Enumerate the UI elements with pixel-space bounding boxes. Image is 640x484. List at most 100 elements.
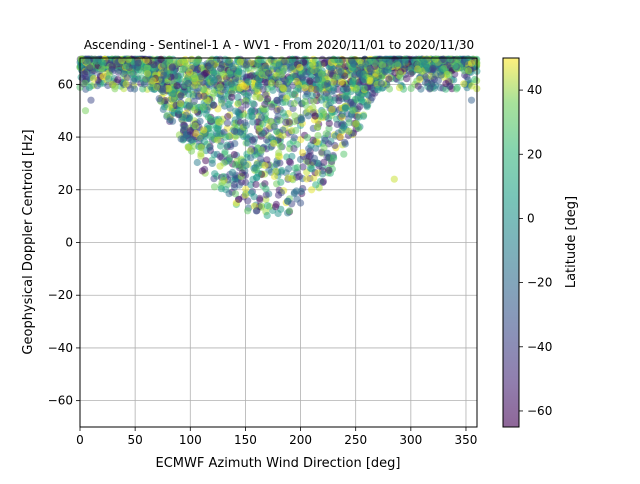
scatter-point bbox=[114, 76, 122, 84]
scatter-point bbox=[265, 69, 273, 77]
scatter-point bbox=[184, 79, 192, 87]
scatter-point bbox=[206, 143, 214, 152]
scatter-point bbox=[352, 120, 360, 128]
scatter-point bbox=[81, 107, 90, 115]
scatter-point bbox=[149, 77, 157, 85]
x-tick-label: 350 bbox=[455, 433, 478, 447]
scatter-point bbox=[160, 103, 168, 111]
x-tick-label: 50 bbox=[127, 433, 142, 447]
scatter-point bbox=[307, 85, 315, 93]
scatter-point bbox=[272, 160, 280, 168]
scatter-point bbox=[317, 96, 326, 104]
scatter-point bbox=[460, 80, 468, 88]
scatter-point bbox=[168, 64, 176, 72]
scatter-point bbox=[284, 174, 292, 182]
scatter-point bbox=[324, 79, 332, 88]
scatter-point bbox=[199, 103, 207, 111]
scatter-point bbox=[286, 64, 294, 72]
scatter-point bbox=[252, 93, 260, 101]
colorbar-frame bbox=[502, 57, 520, 428]
scatter-point bbox=[337, 78, 345, 86]
scatter-point bbox=[124, 55, 132, 63]
scatter-point bbox=[277, 70, 285, 79]
scatter-point bbox=[248, 107, 256, 115]
scatter-point bbox=[208, 159, 216, 167]
scatter-point bbox=[363, 101, 371, 109]
scatter-point bbox=[86, 64, 94, 72]
scatter-point bbox=[261, 100, 269, 108]
scatter-point bbox=[432, 55, 440, 63]
scatter-point bbox=[223, 141, 231, 149]
scatter-point bbox=[219, 70, 227, 78]
scatter-point bbox=[423, 65, 431, 73]
scatter-point bbox=[275, 149, 283, 157]
scatter-point bbox=[268, 103, 276, 111]
scatter-point bbox=[298, 115, 306, 123]
scatter-point bbox=[190, 72, 198, 80]
scatter-point bbox=[349, 60, 357, 68]
x-tick-label: 0 bbox=[76, 433, 84, 447]
scatter-point bbox=[183, 64, 191, 72]
scatter-point bbox=[340, 123, 348, 131]
scatter-point bbox=[341, 138, 349, 146]
scatter-point bbox=[201, 165, 209, 173]
scatter-point bbox=[445, 71, 453, 79]
scatter-point bbox=[223, 119, 232, 127]
scatter-point bbox=[219, 173, 227, 181]
scatter-point bbox=[282, 98, 290, 106]
scatter-point bbox=[97, 58, 106, 66]
scatter-point bbox=[267, 79, 275, 87]
scatter-point bbox=[207, 116, 215, 124]
scatter-point bbox=[200, 92, 208, 100]
scatter-point bbox=[236, 58, 244, 66]
y-tick-label: −60 bbox=[48, 394, 73, 408]
y-axis-label: Geophysical Doppler Centroid [Hz] bbox=[21, 129, 36, 354]
y-tick-label: −20 bbox=[48, 288, 73, 302]
scatter-point bbox=[244, 78, 252, 86]
scatter-point bbox=[290, 99, 298, 108]
scatter-point bbox=[247, 189, 255, 197]
scatter-point bbox=[244, 207, 252, 215]
scatter-point bbox=[207, 133, 215, 141]
scatter-point bbox=[246, 72, 254, 80]
scatter-point bbox=[403, 75, 411, 83]
colorbar: 40 20 0 −20 −40 −60 Latitude [deg] bbox=[502, 57, 579, 428]
scatter-point bbox=[249, 100, 257, 108]
scatter-point bbox=[217, 64, 225, 73]
scatter-point bbox=[186, 128, 194, 136]
y-tick-label: 40 bbox=[58, 130, 73, 144]
scatter-point bbox=[328, 64, 336, 72]
scatter-point bbox=[273, 96, 281, 104]
scatter-point bbox=[85, 83, 93, 92]
scatter-point bbox=[401, 65, 409, 73]
scatter-point bbox=[193, 158, 201, 167]
scatter-point bbox=[142, 56, 150, 65]
scatter-point bbox=[177, 135, 185, 143]
scatter-point bbox=[341, 104, 349, 112]
scatter-point bbox=[217, 96, 226, 104]
scatter-point bbox=[451, 62, 459, 70]
scatter-point bbox=[407, 64, 415, 73]
scatter-point bbox=[191, 81, 199, 90]
scatter-point bbox=[263, 202, 272, 210]
scatter-point bbox=[259, 120, 267, 128]
colorbar-ticks: 40 20 0 −20 −40 −60 bbox=[519, 83, 552, 418]
scatter-point bbox=[90, 75, 98, 83]
scatter-point bbox=[330, 154, 338, 162]
scatter-point bbox=[328, 105, 336, 114]
scatter-point bbox=[298, 149, 306, 157]
scatter-point bbox=[241, 191, 249, 199]
scatter-point bbox=[272, 203, 280, 211]
scatter-point bbox=[322, 130, 330, 138]
scatter-point bbox=[257, 155, 265, 163]
scatter-point bbox=[377, 79, 385, 88]
scatter-point bbox=[184, 143, 192, 152]
scatter-point bbox=[230, 151, 238, 159]
x-tick-label: 200 bbox=[289, 433, 312, 447]
scatter-point bbox=[437, 71, 445, 79]
scatter-point bbox=[429, 64, 437, 73]
scatter-point bbox=[216, 55, 224, 63]
scatter-point bbox=[277, 143, 285, 151]
scatter-point bbox=[279, 84, 287, 92]
scatter-point bbox=[166, 55, 174, 63]
